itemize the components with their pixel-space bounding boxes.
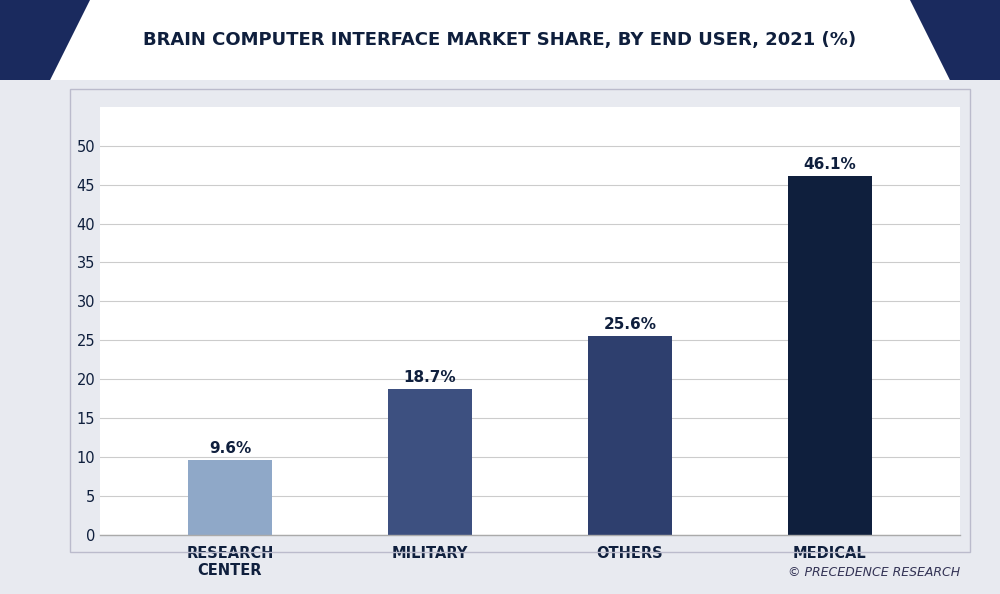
- Bar: [588, 336, 672, 535]
- Text: 9.6%: 9.6%: [209, 441, 251, 456]
- Text: BRAIN COMPUTER INTERFACE MARKET SHARE, BY END USER, 2021 (%): BRAIN COMPUTER INTERFACE MARKET SHARE, B…: [143, 31, 857, 49]
- Polygon shape: [50, 0, 950, 80]
- Text: 18.7%: 18.7%: [404, 370, 456, 386]
- Bar: [388, 389, 472, 535]
- Text: 46.1%: 46.1%: [804, 157, 856, 172]
- Bar: [788, 176, 872, 535]
- Bar: [188, 460, 272, 535]
- Text: © PRECEDENCE RESEARCH: © PRECEDENCE RESEARCH: [788, 566, 960, 579]
- Text: 25.6%: 25.6%: [604, 317, 656, 331]
